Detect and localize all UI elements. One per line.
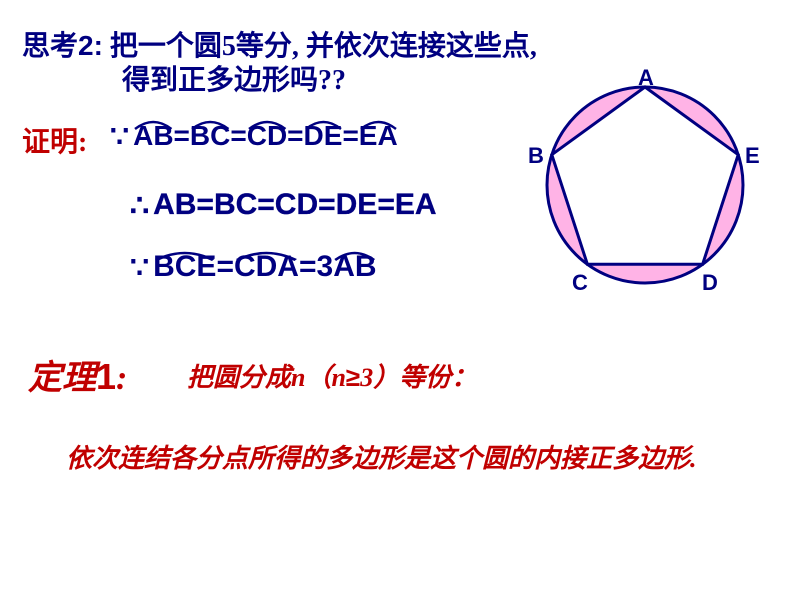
since-symbol: ∵ [110,120,129,155]
vertex-label-e: E [745,143,760,169]
theorem-label: 定理1: [28,350,127,399]
proof-line2: ∴AB=BC=CD=DE=EA [130,188,437,224]
arc-bc: BC [190,120,230,152]
therefore-symbol: ∴ [130,189,149,224]
vertex-label-d: D [702,270,718,296]
ge-symbol: ≥ [346,362,360,392]
theorem-text1: 把圆分成n（n≥3）等份： [187,357,477,394]
proof-line3: ∵BCE=CDA=3AB [130,250,377,286]
since-symbol-2: ∵ [130,251,149,286]
proof-line1: ∵AB=BC=CD=DE=EA [110,120,398,155]
sides-equal: AB=BC=CD=DE=EA [153,188,436,221]
think-prefix: 思考2: [22,30,103,61]
arc-ab: AB [333,250,376,284]
theorem-text2: 依次连结各分点所得的多边形是这个圆的内接正多边形. [66,430,697,487]
arc-cda: CDA [234,250,299,284]
arc-cd: CD [247,120,287,152]
theorem-label-pre: 定理 [28,360,96,397]
vertex-label-b: B [528,143,544,169]
arc-ab: AB [133,120,173,152]
think-line2: 得到正多边形吗?? [122,58,346,98]
theorem-t1b: 3）等份： [360,363,477,392]
arc-de: DE [304,120,343,152]
theorem-t1a: 把圆分成n（n [187,363,346,392]
proof-label: 证明: [22,120,87,160]
vertex-label-a: A [638,65,654,91]
vertex-label-c: C [572,270,588,296]
arc-bce: BCE [153,250,216,284]
arc-ea: EA [359,120,398,152]
theorem-num: 1 [96,356,116,397]
theorem-colon: : [116,360,127,397]
pentagon-diagram: ABCDE [520,75,770,305]
